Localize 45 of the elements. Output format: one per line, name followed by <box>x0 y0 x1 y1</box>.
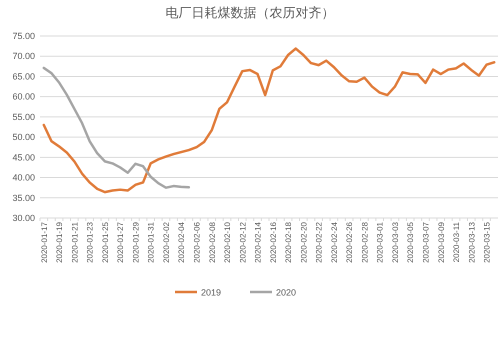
legend-label: 2019 <box>201 288 222 298</box>
y-tick-label: 45.00 <box>12 152 35 162</box>
x-tick-label: 2020-02-16 <box>268 221 278 263</box>
x-tick-label: 2020-02-06 <box>192 221 202 263</box>
x-tick-label: 2020-01-19 <box>55 221 64 263</box>
x-tick-label: 2020-02-24 <box>330 221 339 263</box>
x-tick-label: 2020-02-18 <box>284 221 294 263</box>
x-tick-label: 2020-02-22 <box>314 221 324 263</box>
x-tick-label: 2020-01-29 <box>131 221 140 263</box>
x-tick-label: 2020-02-12 <box>238 221 248 263</box>
y-tick-label: 50.00 <box>12 132 35 142</box>
x-tick-label: 2020-02-26 <box>345 221 354 263</box>
line-series <box>42 66 190 189</box>
x-tick-label: 2020-02-14 <box>254 221 263 263</box>
x-tick-label: 2020-01-21 <box>70 221 80 263</box>
x-tick-label: 2020-03-05 <box>406 221 416 263</box>
y-tick-label: 60.00 <box>12 92 35 102</box>
x-tick-label: 2020-01-31 <box>146 221 156 263</box>
x-tick-label: 2020-01-17 <box>40 221 49 263</box>
y-tick-label: 35.00 <box>12 192 35 203</box>
x-tick-label: 2020-03-11 <box>452 221 462 262</box>
x-tick-label: 2020-03-03 <box>390 221 400 263</box>
x-tick-label: 2020-02-28 <box>360 221 370 263</box>
x-tick-label: 2020-03-01 <box>376 221 385 263</box>
x-tick-label: 2020-03-07 <box>421 221 430 263</box>
y-tick-label: 70.00 <box>12 51 35 62</box>
x-tick-label: 2020-03-15 <box>482 221 492 263</box>
y-tick-label: 40.00 <box>12 172 35 183</box>
x-tick-label: 2020-01-25 <box>100 221 110 263</box>
x-tick-label: 2020-02-10 <box>223 221 232 263</box>
y-tick-label: 75.00 <box>12 31 35 41</box>
x-tick-label: 2020-01-27 <box>116 221 126 263</box>
y-tick-label: 65.00 <box>12 71 35 82</box>
x-tick-label: 2020-02-02 <box>162 221 171 263</box>
x-tick-label: 2020-03-09 <box>436 221 446 263</box>
chart-title: 电厂日耗煤数据（农历对齐） <box>166 5 334 20</box>
legend-label: 2020 <box>276 288 296 298</box>
y-tick-label: 55.00 <box>12 112 35 122</box>
y-tick-label: 30.00 <box>12 213 35 223</box>
x-tick-label: 2020-02-08 <box>208 221 217 263</box>
x-tick-label: 2020-01-23 <box>86 221 95 263</box>
x-tick-label: 2020-02-04 <box>177 221 186 263</box>
x-tick-label: 2020-02-20 <box>299 221 308 263</box>
line-series <box>42 47 496 194</box>
x-tick-label: 2020-03-13 <box>467 221 476 263</box>
